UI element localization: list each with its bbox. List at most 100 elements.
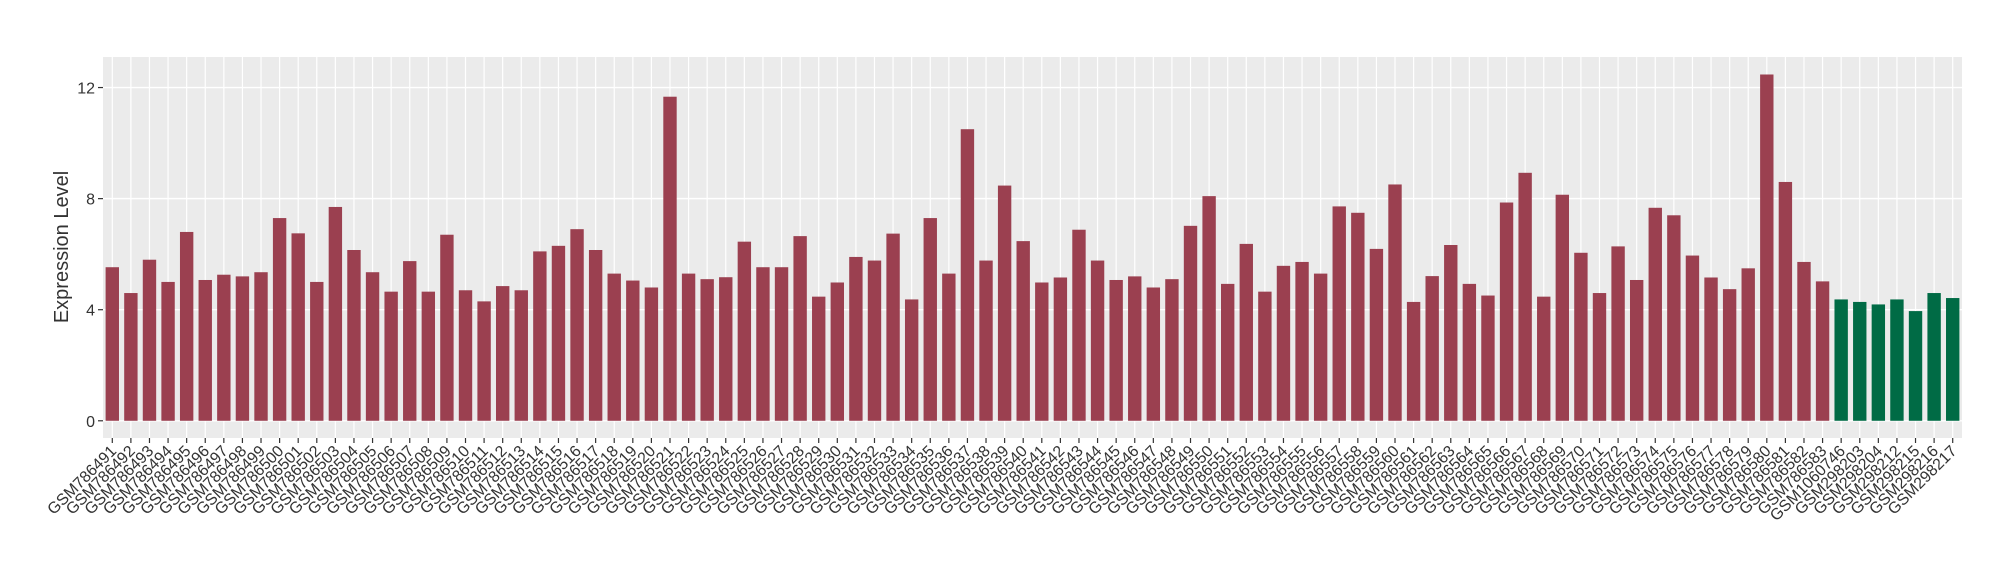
bar	[1332, 206, 1346, 421]
bar	[272, 218, 287, 421]
bar	[365, 272, 380, 421]
bar	[1202, 196, 1216, 421]
y-tick-label: 12	[77, 81, 95, 98]
bar	[1741, 268, 1755, 421]
bar	[1592, 293, 1607, 421]
bar	[588, 249, 603, 421]
bar	[198, 279, 212, 421]
bar	[1295, 261, 1309, 421]
bar	[867, 260, 882, 421]
bar	[663, 96, 677, 421]
bar	[719, 277, 733, 421]
bar	[979, 260, 993, 421]
bar	[421, 291, 436, 421]
bar	[1369, 248, 1384, 421]
bar	[849, 256, 863, 421]
bar	[1890, 299, 1904, 421]
bar	[1351, 212, 1365, 421]
bar	[1128, 276, 1142, 421]
bar	[1629, 279, 1644, 421]
bar	[1908, 311, 1923, 421]
bar	[1109, 279, 1123, 421]
bar	[347, 249, 361, 421]
y-tick-label: 8	[86, 192, 95, 209]
bar	[1574, 252, 1588, 421]
bar	[328, 206, 343, 421]
bar	[1722, 289, 1737, 421]
bar	[997, 185, 1012, 421]
bar	[1406, 301, 1421, 421]
bar	[551, 245, 566, 421]
bar	[495, 286, 510, 421]
bar	[960, 129, 975, 421]
bar	[1016, 241, 1030, 421]
bar	[179, 231, 194, 421]
bar	[830, 282, 844, 421]
bar	[310, 281, 324, 421]
bar	[923, 218, 937, 421]
bar	[1239, 243, 1253, 421]
bar	[142, 259, 157, 421]
bar	[161, 281, 175, 421]
bar	[1183, 225, 1198, 421]
bar	[105, 267, 119, 421]
bar	[1778, 181, 1793, 421]
bar	[1072, 229, 1086, 421]
bar	[793, 236, 807, 421]
bar	[1165, 279, 1179, 421]
y-axis-title: Expression Level	[51, 171, 73, 323]
bar	[1760, 74, 1774, 421]
bar	[1871, 304, 1886, 421]
bar	[1704, 277, 1718, 421]
bar	[458, 290, 473, 421]
bar	[235, 276, 250, 421]
bar	[1035, 282, 1049, 421]
bar	[1444, 245, 1458, 421]
bar	[1685, 255, 1700, 421]
bar	[384, 291, 398, 421]
bar	[1388, 184, 1402, 421]
bar	[756, 267, 770, 421]
bar	[1518, 172, 1532, 421]
bar	[774, 267, 789, 421]
bar	[1481, 295, 1495, 421]
bar	[1537, 296, 1551, 421]
bar	[440, 234, 454, 421]
bar	[1611, 246, 1625, 421]
bar	[607, 273, 621, 421]
bar	[1946, 298, 1960, 421]
bar	[644, 287, 659, 421]
bar	[570, 229, 584, 421]
plot-panel	[103, 57, 1962, 438]
bar	[886, 233, 900, 421]
bar	[1853, 301, 1867, 421]
bar	[1815, 281, 1830, 421]
bar	[1146, 287, 1161, 421]
bar	[533, 251, 547, 421]
bar	[1499, 202, 1514, 421]
y-tick-label: 4	[86, 303, 95, 320]
bar	[1555, 194, 1570, 421]
bar	[124, 293, 138, 421]
bar	[1425, 276, 1439, 421]
bar	[1276, 265, 1291, 421]
bar	[626, 280, 640, 421]
bar	[1667, 215, 1681, 421]
bar	[812, 296, 826, 421]
bar	[1090, 260, 1105, 421]
bar	[904, 299, 919, 421]
bar	[1927, 293, 1941, 421]
bar	[477, 301, 491, 421]
bar	[291, 233, 305, 421]
y-tick-label: 0	[86, 414, 95, 431]
bar	[1834, 299, 1848, 421]
bar	[700, 279, 714, 421]
bar	[1462, 283, 1477, 421]
bar	[1313, 273, 1328, 421]
bar	[254, 272, 268, 421]
bar	[403, 261, 417, 421]
bar	[1258, 291, 1272, 421]
bar	[1053, 277, 1068, 421]
bar	[514, 290, 528, 421]
